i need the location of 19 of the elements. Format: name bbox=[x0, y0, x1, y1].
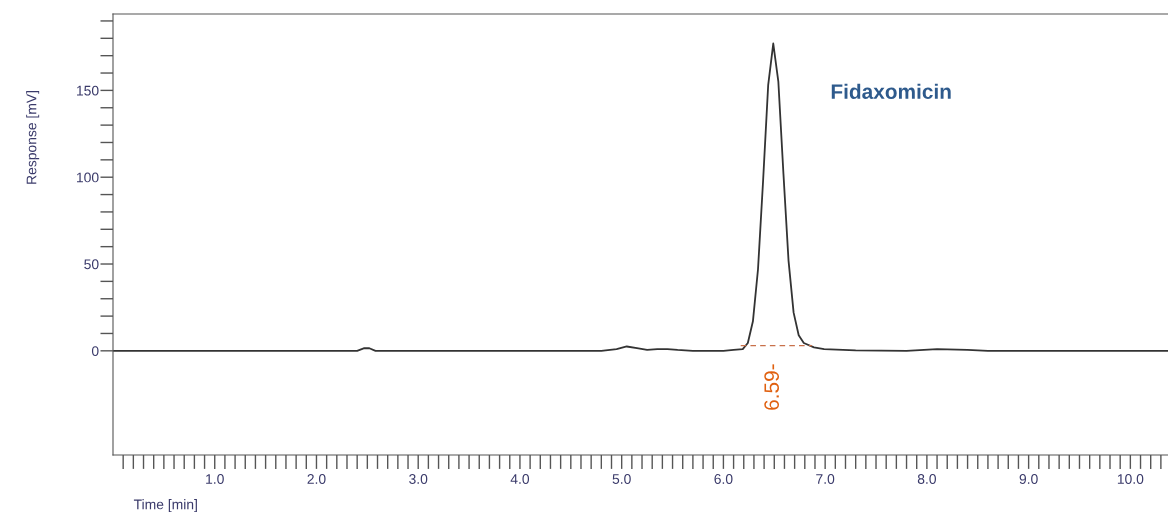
x-axis-title: Time [min] bbox=[133, 499, 197, 513]
x-tick-label: 9.0 bbox=[1019, 474, 1038, 484]
line-series bbox=[113, 42, 1168, 352]
x-tick-label: 3.0 bbox=[409, 474, 428, 484]
y-axis-title: Response [mV] bbox=[26, 90, 40, 184]
x-tick-label: 2.0 bbox=[307, 474, 326, 484]
x-tick-label: 1.0 bbox=[206, 474, 224, 484]
y-tick-label: 100 bbox=[77, 172, 99, 183]
annotation: 6.59- bbox=[764, 364, 780, 410]
x-tick-label: 7.0 bbox=[816, 474, 835, 484]
annotation: Fidaxomicin bbox=[831, 83, 951, 99]
y-tick-label: 150 bbox=[77, 85, 99, 96]
x-tick-label: 6.0 bbox=[714, 474, 733, 484]
x-tick-label: 4.0 bbox=[510, 474, 530, 484]
x-tick-label: 8.0 bbox=[917, 474, 936, 484]
y-tick-label: 50 bbox=[84, 259, 99, 270]
x-tick-label: 10.0 bbox=[1117, 474, 1144, 484]
y-tick-label: 0 bbox=[91, 346, 99, 356]
x-tick-label: 5.0 bbox=[612, 474, 631, 484]
